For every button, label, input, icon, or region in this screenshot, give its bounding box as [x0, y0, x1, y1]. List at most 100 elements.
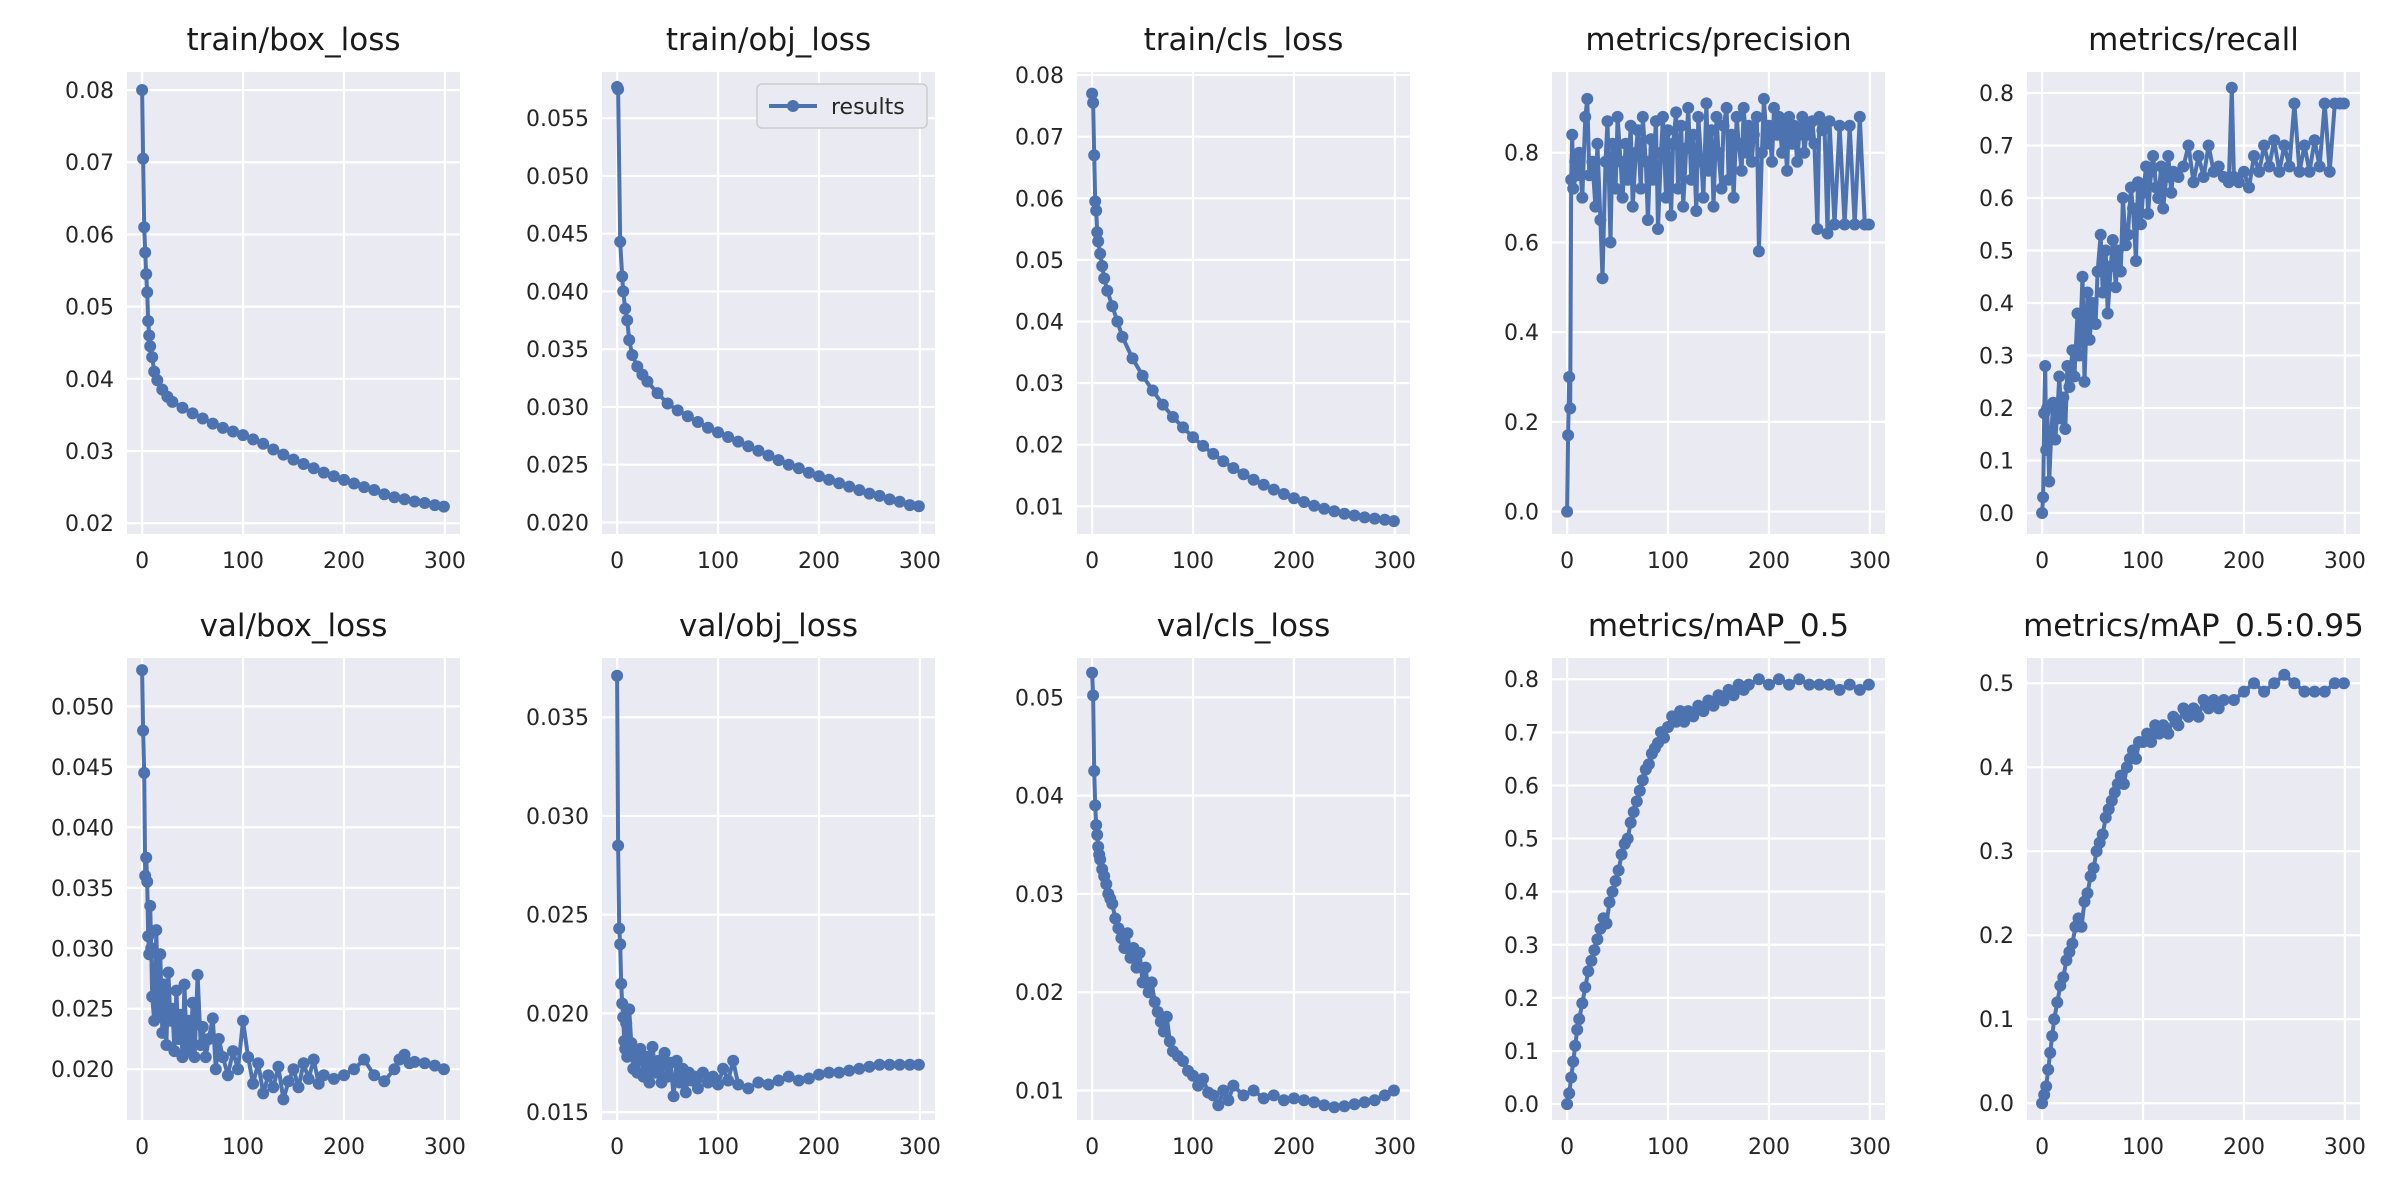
y-tick-label: 0.1 — [1979, 1008, 2014, 1033]
data-point — [1793, 128, 1806, 141]
data-point — [2117, 778, 2130, 790]
data-point — [1662, 124, 1674, 137]
y-tick-label: 0.050 — [51, 695, 114, 720]
data-point — [1687, 710, 1700, 723]
data-point — [2328, 677, 2341, 690]
panel-title: val/obj_loss — [679, 608, 858, 644]
data-point — [428, 1059, 441, 1072]
data-point — [191, 968, 204, 981]
data-point — [378, 488, 391, 501]
data-point — [287, 1063, 300, 1076]
data-point — [317, 466, 330, 479]
data-point — [1803, 678, 1816, 691]
data-point — [883, 493, 896, 506]
data-point — [1700, 97, 1713, 110]
data-point — [1606, 885, 1619, 898]
y-tick-label: 0.4 — [1504, 321, 1539, 346]
data-point — [1566, 128, 1579, 141]
data-point — [1796, 110, 1809, 123]
panel-train-box-loss: 0 100 200 300 0.02 0.03 0.04 0.05 0.06 0.07 0.08 tr… — [65, 22, 466, 574]
data-point — [1212, 1099, 1225, 1112]
data-point — [1222, 1094, 1235, 1107]
data-point — [1685, 173, 1698, 186]
y-tick-label: 0.4 — [1504, 881, 1539, 906]
data-point — [2073, 349, 2086, 362]
data-point — [378, 1075, 391, 1088]
data-point — [227, 425, 239, 438]
data-point — [418, 1057, 431, 1070]
data-point — [679, 1086, 692, 1099]
x-tick-label: 300 — [424, 1135, 466, 1160]
data-point — [1588, 944, 1601, 957]
data-point — [196, 1020, 209, 1033]
data-point — [1387, 515, 1400, 528]
data-point — [1308, 499, 1321, 512]
data-point — [1116, 330, 1129, 343]
data-point — [418, 497, 431, 509]
data-point — [1581, 92, 1594, 105]
data-point — [1843, 678, 1856, 691]
data-point — [186, 996, 199, 1009]
data-point — [2121, 228, 2134, 241]
legend-box — [756, 83, 928, 129]
plot-area — [1077, 72, 1410, 534]
data-point — [1621, 832, 1634, 845]
x-tick-label: 100 — [1172, 549, 1214, 574]
data-point — [287, 453, 300, 466]
data-point — [2044, 1046, 2057, 1059]
x-tick-label: 0 — [610, 549, 624, 574]
data-point — [1641, 214, 1654, 226]
data-point — [150, 924, 163, 937]
data-point — [612, 839, 625, 852]
data-point — [358, 481, 371, 494]
y-tick-label: 0.0 — [1504, 1093, 1539, 1118]
data-point — [1725, 128, 1738, 141]
data-point — [2048, 1013, 2061, 1026]
data-point — [1672, 182, 1685, 195]
data-point — [903, 1058, 916, 1071]
data-point — [2040, 444, 2053, 456]
y-tick-label: 0.045 — [526, 223, 589, 248]
data-point — [893, 495, 906, 508]
data-point — [209, 1063, 222, 1076]
y-tick-label: 0.04 — [65, 368, 114, 393]
y-tick-label: 0.055 — [526, 107, 589, 132]
data-point — [2268, 134, 2281, 147]
data-point — [1682, 101, 1695, 114]
data-point — [1603, 896, 1616, 909]
data-point — [1217, 1084, 1230, 1097]
y-tick-label: 0.1 — [1979, 450, 2014, 475]
data-point — [2273, 165, 2286, 178]
data-point — [2047, 396, 2060, 409]
data-point — [2155, 160, 2168, 173]
data-point — [1803, 128, 1816, 141]
data-point — [2036, 507, 2049, 519]
data-point — [1368, 1094, 1381, 1107]
x-tick-label: 300 — [1374, 549, 1416, 574]
data-point — [640, 1050, 653, 1063]
data-point — [843, 480, 856, 493]
y-tick-label: 0.8 — [1979, 82, 2014, 107]
y-tick-label: 0.04 — [1015, 785, 1064, 810]
data-point — [1823, 678, 1836, 691]
data-point — [1227, 1079, 1240, 1092]
data-point — [2187, 176, 2200, 189]
data-point — [823, 1066, 835, 1079]
data-point — [1695, 155, 1708, 168]
data-point — [272, 1060, 285, 1073]
data-point — [2238, 685, 2250, 698]
data-point — [1087, 96, 1100, 109]
data-point — [1742, 119, 1755, 132]
x-tick-label: 200 — [1748, 549, 1790, 574]
data-point — [833, 1066, 846, 1079]
data-point — [1720, 101, 1733, 114]
data-point — [1639, 155, 1652, 168]
data-point — [620, 1017, 633, 1030]
data-point — [623, 334, 636, 346]
x-tick-label: 200 — [1748, 1135, 1790, 1160]
data-point — [1710, 110, 1723, 123]
x-tick-label: 300 — [2324, 549, 2366, 574]
data-point — [1197, 439, 1210, 452]
y-tick-label: 0.8 — [1504, 668, 1539, 693]
x-tick-label: 200 — [1273, 1135, 1315, 1160]
